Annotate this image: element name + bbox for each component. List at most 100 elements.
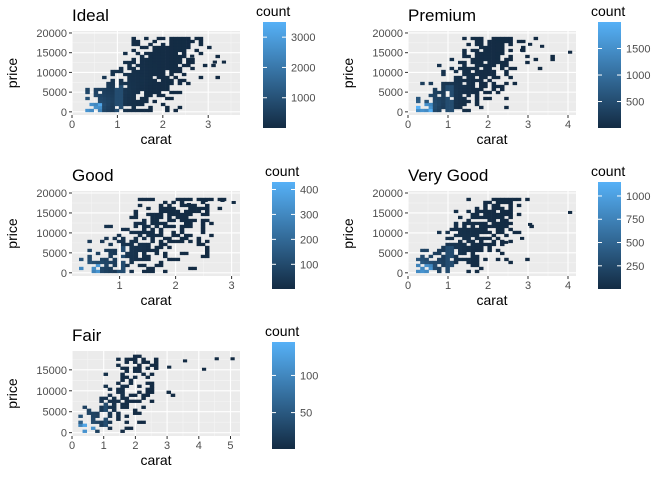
heatmap-cell [200,218,206,223]
heatmap-cell [116,239,122,244]
heatmap-cell [171,209,176,214]
heatmap-cell [500,200,505,205]
heatmap-cell [177,57,183,62]
heatmap-cell-outlier [212,60,217,64]
heatmap-cell [102,75,107,80]
heatmap-cell [152,72,157,77]
heatmap-cell [445,84,450,89]
heatmap-cell [156,81,162,86]
heatmap-cell [171,206,176,211]
heatmap-cell [483,72,488,77]
heatmap-cell [424,260,429,265]
heatmap-cell [500,39,505,44]
heatmap-cell [491,221,497,226]
heatmap-cell [483,84,488,89]
heatmap-cell [139,45,145,50]
heatmap-cell [158,242,164,247]
heatmap-cell [103,423,109,427]
heatmap-cell [449,84,455,89]
heatmap-cell [205,254,210,259]
heatmap-cell [131,42,136,47]
heatmap-cell [466,209,471,214]
heatmap-cell [160,66,166,71]
heatmap-cell [160,69,166,74]
heatmap-cell [152,48,157,53]
heatmap-cell [205,248,210,253]
heatmap-cell [462,90,467,95]
heatmap-cell [184,236,189,241]
heatmap-cell [491,197,497,202]
heatmap-cell [458,93,463,98]
heatmap-cell [470,215,476,220]
heatmap-cell [149,390,155,394]
heatmap-cell [184,251,189,256]
heatmap-cell [131,36,136,41]
legend-title: count [265,323,299,339]
y-tick-label: 10000 [372,228,403,240]
heatmap-cell [466,108,471,113]
heatmap-cell [495,257,501,262]
heatmap-cell [149,381,155,385]
heatmap-cell [508,215,513,220]
heatmap-cell [424,99,429,104]
heatmap-cell [123,90,128,95]
heatmap-cell [449,66,455,71]
heatmap-cell [200,197,206,202]
y-tick-label: 10000 [36,386,67,398]
heatmap-cell [188,212,193,217]
heatmap-cell [171,200,176,205]
heatmap-cell [474,42,480,47]
heatmap-cell [124,414,130,418]
heatmap-cell [495,221,501,226]
heatmap-cell [479,227,484,232]
heatmap-cell [466,260,471,265]
heatmap-cell [118,87,124,92]
heatmap-cell [110,96,115,101]
heatmap-cell [177,48,183,53]
heatmap-cell [181,39,187,44]
heatmap-cell [114,93,120,98]
heatmap-cell [453,209,459,214]
heatmap-cell [177,81,183,86]
heatmap-cell [165,57,170,62]
heatmap-cell [137,242,143,247]
heatmap-cell [132,369,138,373]
heatmap-cell [449,102,455,107]
x-tick-label: 4 [565,280,571,292]
heatmap-cell [474,90,480,95]
heatmap-cell [470,87,476,92]
heatmap-cell [95,420,100,424]
heatmap-cell [453,69,459,74]
heatmap-cells [85,36,227,113]
heatmap-cell [474,48,480,53]
heatmap-cell [500,66,505,71]
heatmap-cell [458,215,463,220]
heatmap-cell [428,81,434,86]
heatmap-cell [133,224,139,229]
heatmap-cell [479,245,484,250]
heatmap-cell [217,206,223,211]
legend-tick-label: 250 [626,261,644,273]
heatmap-cell [441,72,446,77]
heatmap-cell [133,236,139,241]
heatmap-cell [495,57,501,62]
x-tick-label: 0 [405,280,411,292]
heatmap-cell [169,69,174,74]
heatmap-cell [474,254,480,259]
heatmap-cell [167,245,172,250]
heatmap-cell [495,206,501,211]
heatmap-cell [428,263,434,268]
heatmap-cell [120,429,125,433]
heatmap-cell [149,384,155,388]
heatmap-cell [78,423,83,427]
heatmap-cell [495,36,501,41]
heatmap-cell [495,227,501,232]
heatmap-cell [445,254,450,259]
heatmap-cell [116,269,122,274]
heatmap-cell [466,221,471,226]
heatmap-cell [474,93,480,98]
heatmap-cell [154,233,160,238]
heatmap-cell [107,420,113,424]
heatmap-cell [125,254,130,259]
heatmap-cell [118,81,124,86]
